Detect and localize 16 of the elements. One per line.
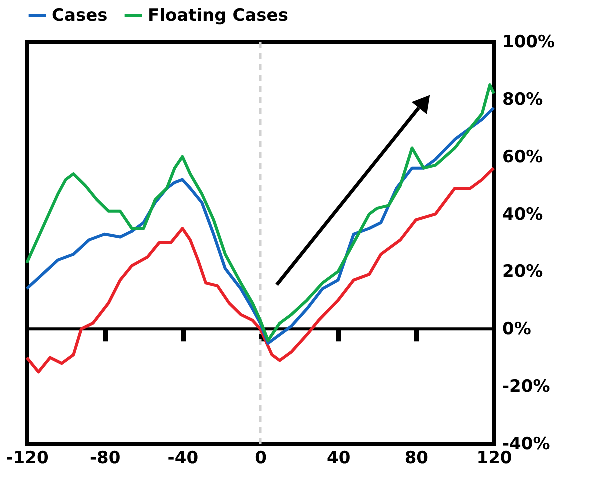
y-tick-label: 60%: [502, 147, 544, 168]
x-tick-label: 80: [404, 448, 429, 468]
legend-label: Cases: [52, 6, 108, 26]
x-tick-label: -120: [6, 448, 49, 468]
x-tick-label: 0: [255, 448, 268, 468]
line-series: [26, 166, 496, 374]
y-tick-label: 40%: [502, 204, 544, 225]
y-tick-label: -20%: [502, 377, 550, 398]
x-tick-label: -80: [90, 448, 121, 468]
y-tick-label: 20%: [502, 262, 544, 282]
y-tick-label: 80%: [502, 90, 544, 110]
legend-label: Floating Cases: [148, 6, 288, 26]
y-tick-label: 0%: [502, 320, 532, 340]
x-tick-label: -40: [168, 448, 199, 468]
x-tick-label: 40: [326, 448, 351, 468]
y-tick-label: 100%: [502, 32, 556, 52]
